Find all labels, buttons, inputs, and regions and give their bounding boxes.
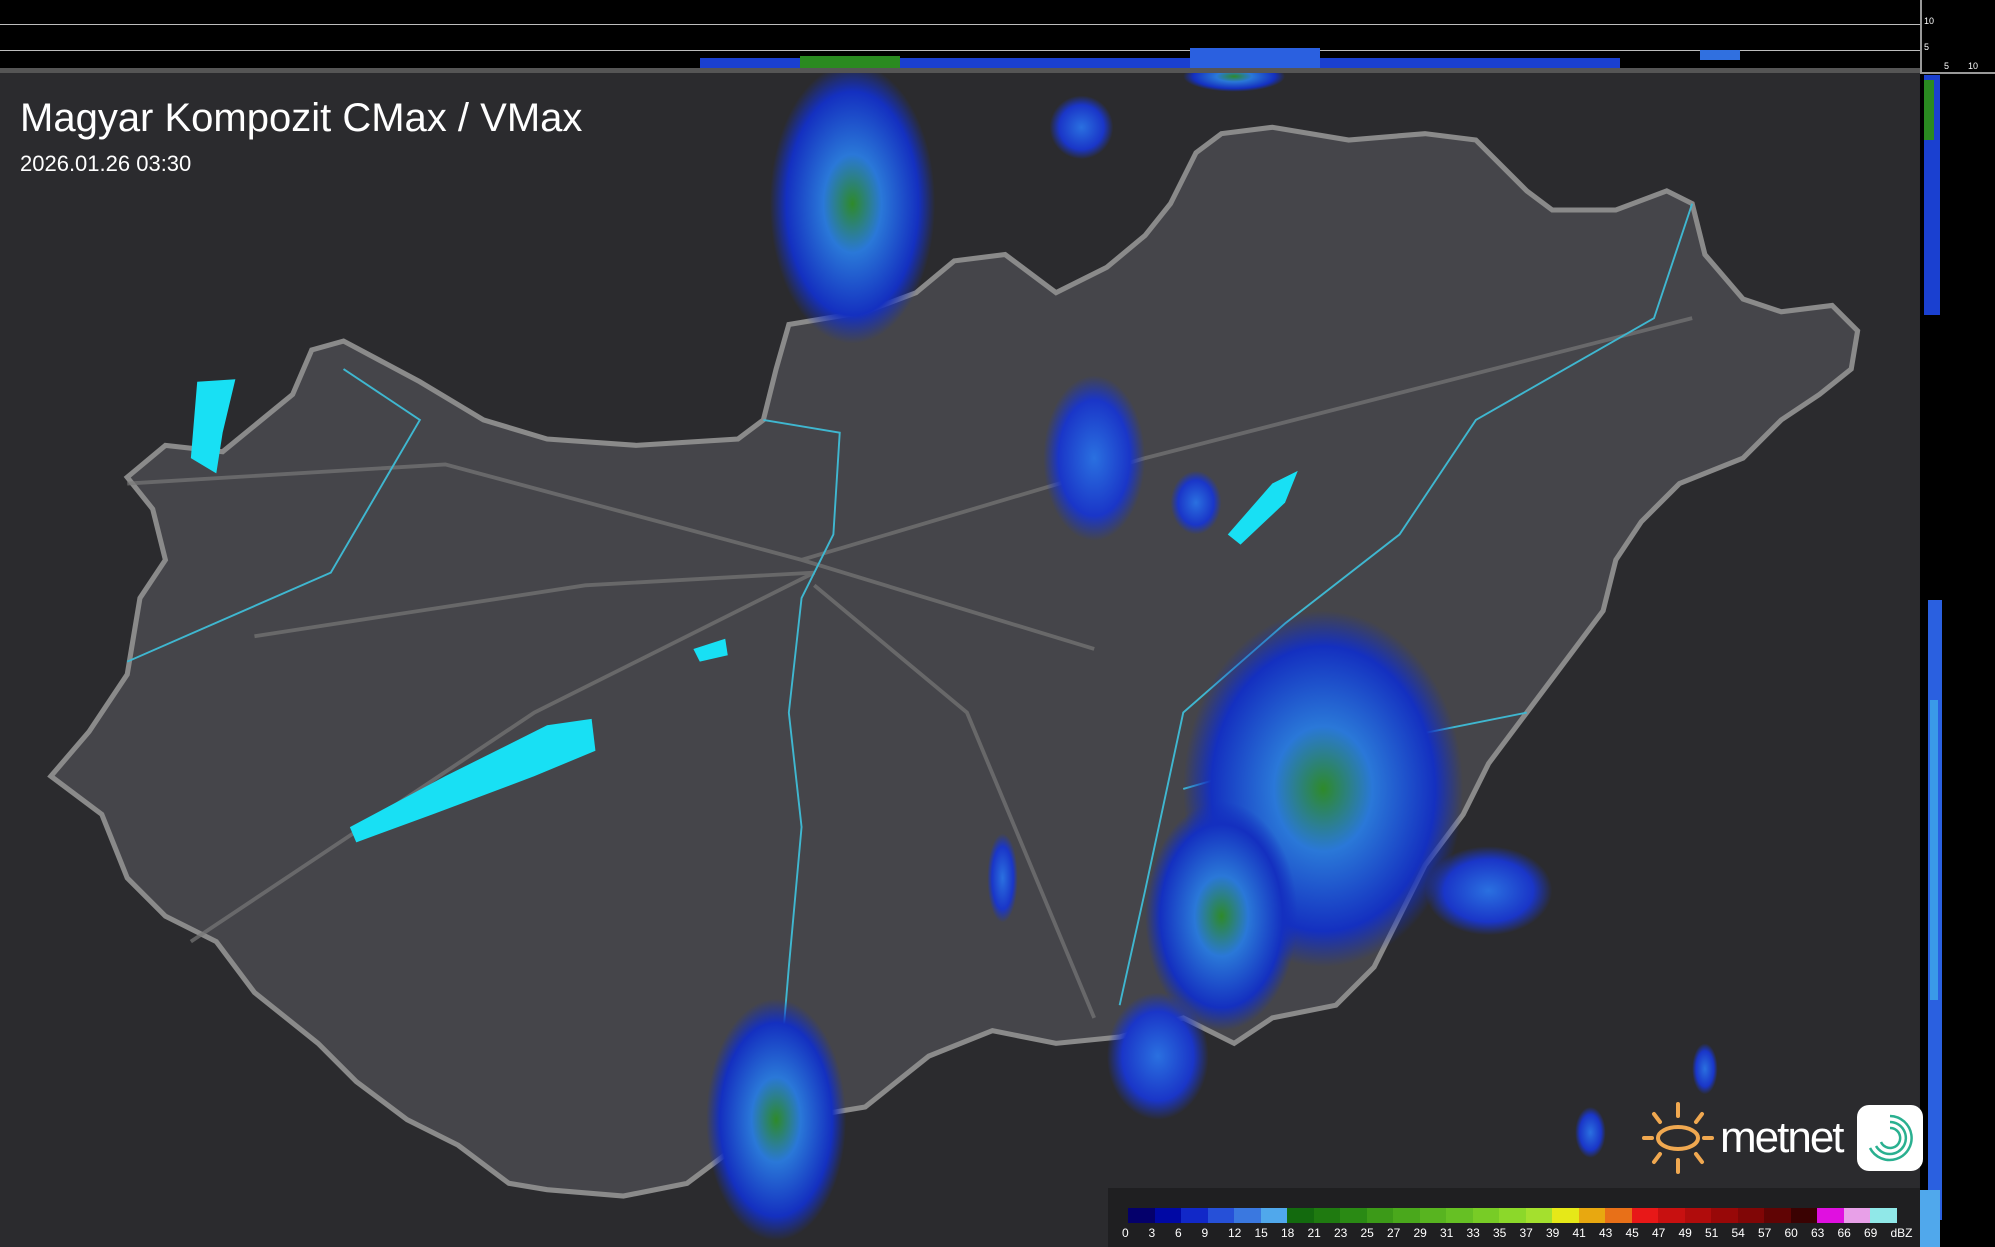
dbz-color-legend: 0 3 6 9 12 15 18 21 23 25 27 29 31 33 35 37 39 41 43 45 47 49… — [1108, 1188, 1920, 1247]
vertical-profile-top — [0, 0, 1920, 73]
legend-label: 66 — [1837, 1226, 1851, 1240]
legend-swatch — [1817, 1208, 1844, 1223]
scale-label: 10 — [1924, 16, 1935, 26]
map-title: Magyar Kompozit CMax / VMax — [20, 96, 583, 140]
legend-unit: dBZ — [1890, 1226, 1913, 1240]
legend-swatch — [1578, 1208, 1605, 1223]
app-icon — [1856, 1105, 1923, 1171]
legend-swatch — [1419, 1208, 1446, 1223]
legend-label: 27 — [1387, 1226, 1401, 1240]
legend-label: 25 — [1360, 1226, 1374, 1240]
profile-echoes-right — [1920, 72, 1995, 1247]
legend-swatch — [1472, 1208, 1499, 1223]
legend-swatch — [1684, 1208, 1711, 1223]
legend-label: 37 — [1519, 1226, 1533, 1240]
legend-swatch — [1446, 1208, 1473, 1223]
legend-label: 39 — [1546, 1226, 1560, 1240]
scale-line-10 — [0, 24, 1920, 25]
legend-label: 29 — [1413, 1226, 1427, 1240]
legend-swatch — [1260, 1208, 1287, 1223]
legend-swatch — [1207, 1208, 1234, 1223]
scale-label: 10 — [1968, 61, 1979, 71]
legend-label: 41 — [1572, 1226, 1586, 1240]
legend-swatch — [1313, 1208, 1340, 1223]
legend-label: 23 — [1334, 1226, 1348, 1240]
legend-label: 57 — [1758, 1226, 1772, 1240]
legend-swatch — [1870, 1208, 1897, 1223]
map-timestamp: 2026.01.26 03:30 — [20, 151, 192, 176]
legend-swatch — [1154, 1208, 1181, 1223]
legend-label: 51 — [1705, 1226, 1719, 1240]
legend-swatches — [1128, 1208, 1897, 1223]
legend-label: 31 — [1440, 1226, 1454, 1240]
scale-label: 5 — [1924, 42, 1930, 52]
legend-label: 45 — [1625, 1226, 1639, 1240]
legend-swatch — [1340, 1208, 1367, 1223]
vertical-profile-right: 10 5 5 10 — [1920, 0, 1995, 1247]
legend-swatch — [1525, 1208, 1552, 1223]
map-area[interactable] — [0, 61, 1920, 1247]
legend-label: 9 — [1201, 1226, 1209, 1240]
legend-swatch — [1711, 1208, 1738, 1223]
swirl-icon — [1868, 1114, 1913, 1162]
legend-label: 60 — [1784, 1226, 1798, 1240]
legend-label: 69 — [1864, 1226, 1878, 1240]
legend-swatch — [1605, 1208, 1632, 1223]
brand-name: metnet — [1720, 1113, 1845, 1162]
legend-label: 47 — [1652, 1226, 1666, 1240]
legend-label: 49 — [1678, 1226, 1692, 1240]
profile-divider — [1920, 0, 1922, 73]
legend-swatch — [1234, 1208, 1261, 1223]
scale-line-5 — [0, 50, 1920, 51]
sun-logo-icon — [1642, 1102, 1714, 1174]
legend-swatch — [1764, 1208, 1791, 1223]
legend-label: 43 — [1599, 1226, 1613, 1240]
legend-label: 6 — [1175, 1226, 1182, 1240]
legend-label: 15 — [1254, 1226, 1268, 1240]
legend-label: 3 — [1148, 1226, 1156, 1240]
legend-swatch — [1631, 1208, 1658, 1223]
legend-label: 54 — [1731, 1226, 1745, 1240]
legend-labels: 0 3 6 9 12 15 18 21 23 25 27 29 31 33 35 37 39 41 43 45 47 49… — [1122, 1226, 1913, 1240]
legend-swatch — [1181, 1208, 1208, 1223]
legend-swatch — [1366, 1208, 1393, 1223]
scale-label: 5 — [1944, 61, 1950, 71]
lakes — [190, 379, 1298, 843]
legend-swatch — [1737, 1208, 1764, 1223]
legend-swatch — [1843, 1208, 1870, 1223]
legend-swatch — [1790, 1208, 1817, 1223]
legend-swatch — [1552, 1208, 1579, 1223]
legend-label: 12 — [1228, 1226, 1242, 1240]
legend-swatch — [1128, 1208, 1155, 1223]
legend-swatch — [1393, 1208, 1420, 1223]
profile-echoes-top — [0, 48, 1920, 73]
legend-label: 18 — [1281, 1226, 1295, 1240]
legend-label: 35 — [1493, 1226, 1507, 1240]
legend-swatch — [1658, 1208, 1685, 1223]
legend-label: 0 — [1122, 1226, 1129, 1240]
radar-echoes — [706, 61, 1718, 1241]
legend-swatch — [1499, 1208, 1526, 1223]
metnet-logo: metnet — [1640, 1100, 1923, 1176]
legend-label: 21 — [1307, 1226, 1321, 1240]
legend-label: 33 — [1466, 1226, 1480, 1240]
legend-swatch — [1287, 1208, 1314, 1223]
legend-label: 63 — [1811, 1226, 1825, 1240]
